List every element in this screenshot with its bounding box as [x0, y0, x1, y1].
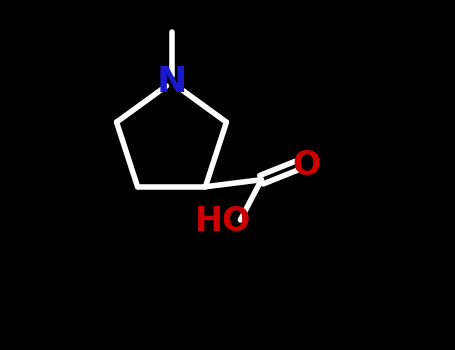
- Text: O: O: [292, 149, 320, 182]
- Text: N: N: [157, 65, 187, 99]
- Text: HO: HO: [195, 205, 251, 238]
